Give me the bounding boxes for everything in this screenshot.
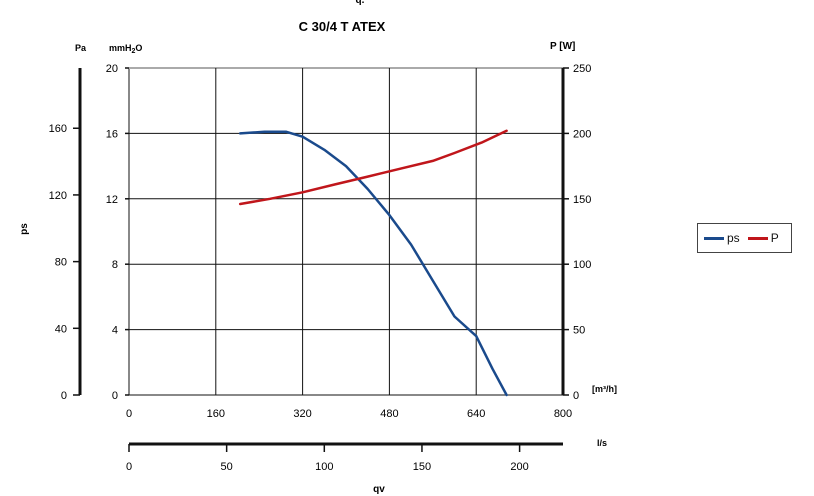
legend-swatch-p xyxy=(747,236,768,240)
x-tick-label: 320 xyxy=(293,408,311,420)
series-line-ps xyxy=(238,130,508,397)
x2-tick-label: 100 xyxy=(315,461,333,473)
mm-tick-label: 16 xyxy=(106,128,118,140)
x-tick-label: 640 xyxy=(467,408,485,420)
pa-tick-label: 40 xyxy=(55,323,67,335)
mm-tick-label: 4 xyxy=(112,325,118,337)
series-line-p xyxy=(238,129,508,206)
legend-label-p: P xyxy=(770,231,779,245)
pa-unit-label: Pa xyxy=(75,43,87,53)
legend-label-ps: ps xyxy=(727,231,740,245)
power-tick-label: 50 xyxy=(573,325,585,337)
pa-tick-label: 0 xyxy=(61,390,67,402)
chart-legend: ps P xyxy=(697,223,792,253)
pa-tick-label: 120 xyxy=(49,190,67,202)
x-tick-label: 0 xyxy=(126,408,132,420)
x-tick-label: 480 xyxy=(380,408,398,420)
mm-tick-label: 12 xyxy=(106,194,118,206)
x2-unit-label: l/s xyxy=(597,438,607,448)
power-unit-label: P [W] xyxy=(550,41,575,52)
mm-tick-label: 8 xyxy=(112,259,118,271)
chart-title: C 30/4 T ATEX xyxy=(299,19,386,34)
y-axis-title: ps xyxy=(19,223,30,235)
x2-tick-label: 150 xyxy=(413,461,431,473)
x2-tick-label: 50 xyxy=(221,461,233,473)
plot-frame xyxy=(128,67,564,396)
pa-tick-label: 160 xyxy=(49,123,67,135)
x2-axis-title: qv xyxy=(373,484,385,495)
x-tick-label: 160 xyxy=(207,408,225,420)
pa-tick-label: 80 xyxy=(55,257,67,269)
power-tick-label: 0 xyxy=(573,390,579,402)
mm-tick-label: 20 xyxy=(106,63,118,75)
x2-tick-label: 200 xyxy=(510,461,528,473)
power-tick-label: 200 xyxy=(573,128,591,140)
x2-tick-label: 0 xyxy=(126,461,132,473)
power-tick-label: 100 xyxy=(573,259,591,271)
legend-swatch-ps xyxy=(704,236,724,240)
power-tick-label: 150 xyxy=(573,194,591,206)
legend-item-ps: ps xyxy=(704,231,740,245)
legend-item-p: P xyxy=(747,231,779,245)
top-mark: q. xyxy=(356,0,365,6)
x-unit-label: [m³/h] xyxy=(592,384,617,394)
power-tick-label: 250 xyxy=(573,63,591,75)
mmh2o-unit-label: mmH2O xyxy=(109,43,142,55)
x-tick-label: 800 xyxy=(554,408,572,420)
mm-tick-label: 0 xyxy=(112,390,118,402)
